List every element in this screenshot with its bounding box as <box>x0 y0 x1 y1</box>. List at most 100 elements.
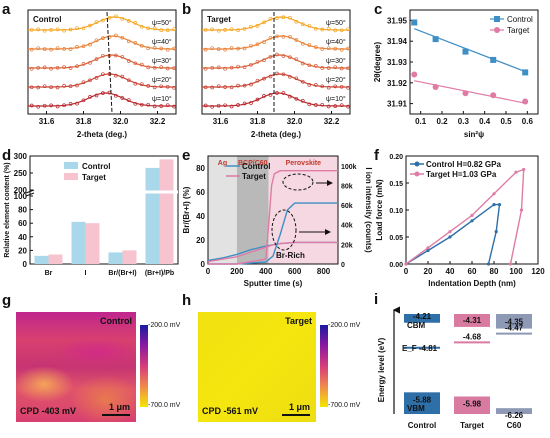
xrd-point <box>320 47 325 51</box>
xrd-point <box>288 55 292 60</box>
xrd-point <box>255 97 260 102</box>
xrd-point <box>249 43 253 48</box>
bar-target <box>48 254 63 264</box>
panel-b-legend: Target <box>207 15 231 24</box>
xrd-point <box>242 83 247 88</box>
xrd-point <box>326 27 331 31</box>
xrd-point <box>55 46 60 51</box>
xrd-point <box>346 85 350 90</box>
xrd-point <box>255 78 260 83</box>
xrd-point <box>42 103 47 108</box>
xrd-point <box>114 14 118 19</box>
xrd-point <box>210 46 215 51</box>
panel-b-label: b <box>182 1 191 18</box>
xrd-point <box>42 65 47 70</box>
xrd-point <box>139 62 144 67</box>
column-label: Control <box>408 421 436 430</box>
region-label: Ag <box>218 160 227 167</box>
category-label: Br <box>45 270 53 277</box>
xrd-point <box>255 42 260 47</box>
xrd-point <box>146 84 151 88</box>
xrd-point <box>133 61 138 66</box>
xrd-point <box>62 47 66 51</box>
bar-target <box>85 223 100 264</box>
xrd-point <box>294 57 299 62</box>
xrd-point <box>203 47 208 52</box>
xrd-point <box>146 102 151 107</box>
panel-f-plot <box>404 167 526 266</box>
panel-e-legend-control: Control <box>242 162 270 171</box>
xrd-point <box>242 101 247 106</box>
xrd-point <box>165 103 170 108</box>
ytick-right: 40k <box>341 223 353 230</box>
xrd-point <box>88 60 92 65</box>
panel-b-xlabel: 2-theta (deg.) <box>251 130 302 139</box>
xrd-point <box>62 103 66 108</box>
bar-control <box>108 252 123 264</box>
xtick-label: 40 <box>446 267 455 276</box>
panel-h-scale-bottom: -700.0 mV <box>328 402 361 409</box>
xrd-point <box>152 65 157 70</box>
ytick-right: 100k <box>341 164 357 171</box>
xrd-point <box>126 78 131 83</box>
fit-line <box>414 28 528 73</box>
column-label: Target <box>460 421 484 430</box>
load-point <box>508 262 513 266</box>
xrd-point <box>339 103 344 108</box>
xrd-point <box>29 27 34 32</box>
panel-a-frame <box>27 9 177 115</box>
xrd-point <box>333 28 338 33</box>
panel-f-legend: Control H=0.82 GPa Target H=1.03 GPa <box>410 160 501 179</box>
vbm-value: -5.98 <box>463 400 482 409</box>
xrd-point <box>210 85 215 90</box>
panel-f-label: f <box>374 147 380 164</box>
xtick-label: 0.1 <box>415 117 427 126</box>
load-point <box>497 203 502 207</box>
xrd-point <box>81 44 86 49</box>
ytick-label: 80 <box>18 206 27 215</box>
xtick-label: 600 <box>288 267 302 276</box>
xrd-point <box>172 27 176 32</box>
point-target <box>411 71 418 78</box>
point-control <box>411 19 418 26</box>
bar-target <box>159 159 174 264</box>
xrd-point <box>165 66 170 71</box>
ytick-left: 80 <box>196 164 205 173</box>
ytick-label: 31.91 <box>387 100 408 109</box>
xtick-label: 31.8 <box>76 117 92 126</box>
panel-g-label: g <box>2 292 12 309</box>
panel-e-regions: Ag BCP/C60 Perovskite <box>208 156 338 264</box>
xrd-point <box>313 26 318 31</box>
panel-b-xticks: 31.6 31.8 32.0 32.2 <box>213 111 340 126</box>
xtick-label: 0 <box>404 267 409 276</box>
xrd-point <box>36 85 41 90</box>
xrd-point <box>49 85 53 90</box>
xtick-label: 0.3 <box>458 117 470 126</box>
panel-g-title: Control <box>100 316 132 326</box>
bar-control <box>71 221 86 264</box>
xrd-point <box>139 82 144 87</box>
xrd-point <box>288 94 292 99</box>
psi-label: ψ=20° <box>326 76 346 84</box>
load-point <box>486 262 491 266</box>
panel-c-xticks: 0.1 0.2 0.3 0.4 0.5 0.6 <box>415 111 533 126</box>
xrd-point <box>49 47 53 52</box>
xrd-point <box>288 15 292 20</box>
ytick-label: 200 <box>14 186 28 195</box>
xrd-point <box>107 72 112 76</box>
panel-d-legend: Control Target <box>64 162 110 182</box>
xrd-point <box>307 63 312 68</box>
xrd-point <box>133 41 138 45</box>
xrd-point <box>223 28 227 32</box>
xrd-point <box>75 45 79 49</box>
xrd-point <box>55 85 60 90</box>
load-point <box>492 203 496 207</box>
point-control <box>522 69 529 76</box>
panel-h-label: h <box>182 292 192 309</box>
xrd-point <box>216 28 221 33</box>
xrd-point <box>42 47 47 51</box>
ytick-left: 40 <box>196 212 205 221</box>
xrd-point <box>320 66 325 70</box>
xrd-point <box>101 91 105 95</box>
ytick-label: 31.93 <box>387 58 408 67</box>
